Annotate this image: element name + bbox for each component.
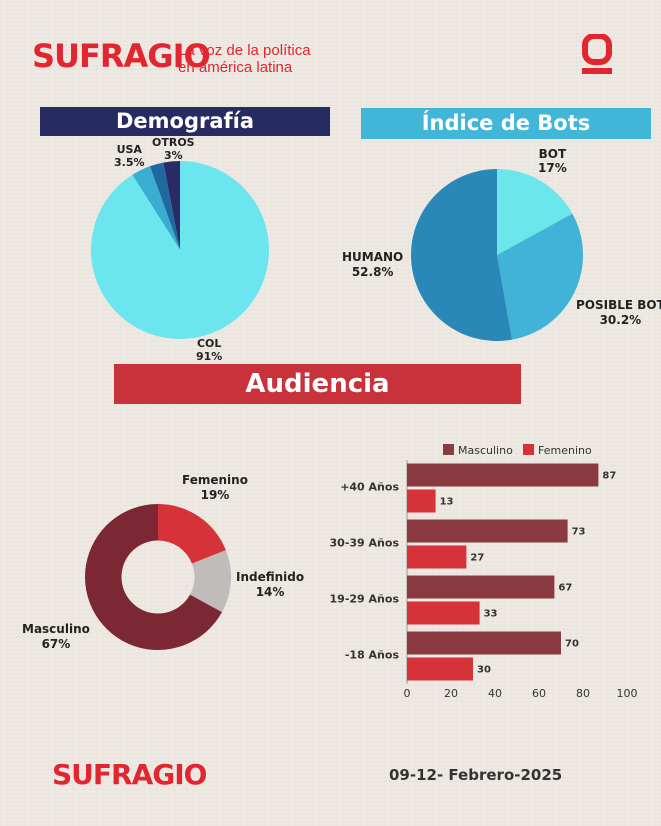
bar-value-masculino-2: 67	[558, 583, 572, 594]
bar-value-masculino-1: 73	[572, 527, 586, 538]
bots-slice-humano	[410, 169, 513, 341]
gender-label-femenino: Femenino 19%	[182, 473, 248, 503]
bots-slice-posible-bot	[497, 213, 583, 340]
bar-masculino-2	[407, 575, 555, 599]
bar-femenino-0	[407, 489, 436, 513]
legend-swatch-femenino	[523, 444, 534, 455]
bots-banner: Índice de Bots	[361, 108, 651, 139]
footer-logo: SUFRAGIO	[52, 758, 207, 791]
demo-col-name: COL	[196, 337, 222, 350]
bots-posible-value: 30.2%	[599, 313, 642, 327]
gender-femenino-name: Femenino	[182, 473, 248, 487]
gender-indefinido-value: 14%	[255, 585, 285, 599]
demografia-pie-chart	[91, 161, 269, 339]
category-label-1: 30-39 Años	[330, 537, 399, 550]
gender-masculino-value: 67%	[41, 637, 71, 651]
bar-value-masculino-0: 87	[602, 471, 616, 482]
bar-masculino-0	[407, 463, 599, 487]
demografia-banner: Demografía	[40, 107, 330, 136]
gender-indefinido-name: Indefinido	[236, 570, 305, 584]
x-tick-0: 0	[404, 687, 411, 700]
bots-bot-value: 17%	[538, 161, 567, 175]
audiencia-banner: Audiencia	[114, 364, 521, 404]
demo-col-value: 91%	[196, 350, 223, 363]
demo-otros-name: OTROS	[152, 136, 195, 149]
gender-label-indefinido: Indefinido 14%	[236, 570, 304, 600]
category-label-3: -18 Años	[345, 649, 400, 662]
demo-usa-value: 3.5%	[114, 156, 145, 169]
gender-masculino-name: Masculino	[22, 622, 90, 636]
bots-bot-name: BOT	[538, 147, 567, 161]
demo-label-col: COL 91%	[196, 337, 222, 363]
bots-humano-value: 52.8%	[351, 265, 394, 279]
bots-humano-name: HUMANO	[342, 250, 404, 264]
age-bar-chart: Masculino Femenino +40 Años 87 13 30-39 Años 7…	[330, 444, 638, 700]
bots-label-bot: BOT 17%	[538, 147, 567, 175]
gender-slice-femenino	[158, 504, 226, 564]
legend-label-masculino: Masculino	[458, 444, 513, 457]
x-tick-80: 80	[576, 687, 590, 700]
gender-slice-masculino	[84, 504, 222, 650]
legend-swatch-masculino	[443, 444, 454, 455]
gender-label-masculino: Masculino 67%	[22, 622, 90, 652]
gender-slice-indefinido	[189, 550, 232, 613]
bots-pie-chart	[410, 169, 583, 341]
bar-femenino-2	[407, 601, 480, 625]
demo-slice-otros	[163, 161, 180, 250]
demo-slice-usa	[132, 166, 180, 250]
tagline-line-2: en américa latina	[178, 59, 293, 76]
bar-value-femenino-0: 13	[440, 497, 454, 508]
bots-label-posible: POSIBLE BOT 30.2%	[576, 298, 661, 328]
x-tick-40: 40	[488, 687, 502, 700]
x-tick-60: 60	[532, 687, 546, 700]
brand-logo: SUFRAGIO	[32, 37, 211, 75]
demo-otros-value: 3%	[163, 149, 183, 162]
category-label-2: 19-29 Años	[330, 593, 399, 606]
bar-masculino-1	[407, 519, 568, 543]
demo-label-usa: USA 3.5%	[114, 143, 145, 169]
report-date: 09-12- Febrero-2025	[389, 766, 563, 784]
bots-posible-name: POSIBLE BOT	[576, 298, 661, 312]
bots-label-humano: HUMANO 52.8%	[342, 250, 403, 280]
gender-donut-chart	[84, 504, 232, 650]
bar-femenino-3	[407, 657, 473, 681]
x-tick-20: 20	[444, 687, 458, 700]
bar-femenino-1	[407, 545, 467, 569]
bar-legend: Masculino Femenino	[443, 444, 592, 457]
legend-label-femenino: Femenino	[538, 444, 592, 457]
bar-value-masculino-3: 70	[565, 639, 579, 650]
bar-masculino-3	[407, 631, 561, 655]
category-label-0: +40 Años	[340, 481, 399, 494]
bar-value-femenino-1: 27	[470, 553, 484, 564]
x-tick-100: 100	[617, 687, 638, 700]
demo-slice-segment-1	[149, 162, 180, 250]
gender-femenino-value: 19%	[200, 488, 230, 502]
bots-slice-bot	[497, 169, 573, 255]
tagline-line-1: La voz de la política	[178, 42, 311, 59]
sufragio-mark-icon	[582, 34, 612, 74]
bar-value-femenino-3: 30	[477, 665, 491, 676]
brand-tagline: La voz de la política en américa latina	[178, 42, 311, 76]
bar-value-femenino-2: 33	[484, 609, 498, 620]
demo-label-otros: OTROS 3%	[152, 136, 195, 162]
demo-usa-name: USA	[116, 143, 142, 156]
demo-slice-col	[91, 161, 269, 339]
